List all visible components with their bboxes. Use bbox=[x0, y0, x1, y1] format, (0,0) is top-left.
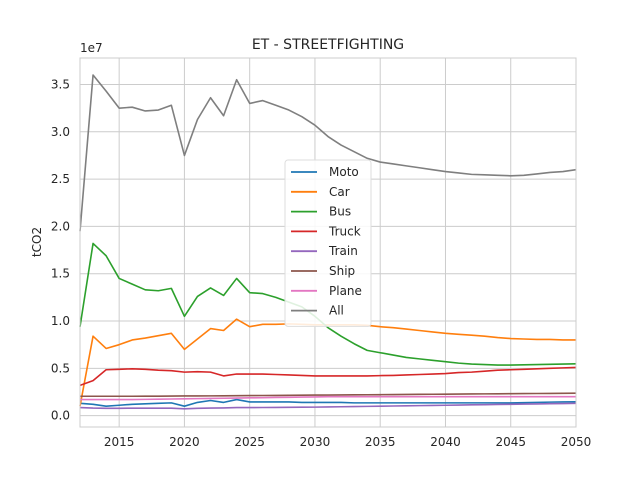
x-tick-label: 2015 bbox=[104, 435, 135, 449]
y-tick-label: 0.0 bbox=[51, 409, 70, 423]
x-tick-label: 2030 bbox=[300, 435, 331, 449]
legend-label: Moto bbox=[329, 165, 359, 179]
x-tick-label: 2020 bbox=[169, 435, 200, 449]
plot-frame bbox=[79, 57, 577, 428]
x-tick-labels: 2015 2020 2025 2030 2035 2040 2045 2050 bbox=[104, 435, 591, 449]
x-tick-label: 2035 bbox=[365, 435, 396, 449]
y-tick-label: 0.5 bbox=[51, 361, 70, 375]
y-tick-label: 1.5 bbox=[51, 267, 70, 281]
y-offset-label: 1e7 bbox=[80, 41, 103, 55]
legend-label: Ship bbox=[329, 264, 355, 278]
y-tick-label: 3.0 bbox=[51, 125, 70, 139]
y-tick-labels: 0.0 0.5 1.0 1.5 2.0 2.5 3.0 3.5 bbox=[51, 77, 70, 422]
legend-label: Plane bbox=[329, 284, 362, 298]
y-tick-label: 1.0 bbox=[51, 314, 70, 328]
legend-label: Train bbox=[328, 244, 358, 258]
y-tick-label: 2.0 bbox=[51, 219, 70, 233]
x-tick-label: 2040 bbox=[430, 435, 461, 449]
x-tick-label: 2045 bbox=[495, 435, 526, 449]
legend-label: Truck bbox=[328, 224, 361, 238]
y-tick-label: 2.5 bbox=[51, 172, 70, 186]
legend-label: Car bbox=[329, 185, 350, 199]
legend: Moto Car Bus Truck Train Ship Plane All bbox=[284, 159, 372, 327]
chart-title: ET - STREETFIGHTING bbox=[252, 37, 404, 53]
series-line-moto bbox=[79, 398, 577, 407]
series-lines bbox=[79, 74, 577, 410]
series-line-all bbox=[79, 74, 577, 232]
series-line-train bbox=[79, 402, 577, 410]
y-axis-label: tCO2 bbox=[30, 227, 44, 257]
x-tick-label: 2025 bbox=[234, 435, 265, 449]
legend-label: Bus bbox=[329, 205, 351, 219]
series-line-plane bbox=[80, 395, 576, 401]
legend-box bbox=[284, 159, 372, 327]
y-tick-label: 3.5 bbox=[51, 77, 70, 91]
series-line-bus bbox=[79, 242, 577, 366]
series-line-truck bbox=[79, 366, 577, 387]
x-tick-label: 2050 bbox=[561, 435, 592, 449]
legend-label: All bbox=[329, 304, 344, 318]
series-line-ship bbox=[80, 392, 577, 398]
